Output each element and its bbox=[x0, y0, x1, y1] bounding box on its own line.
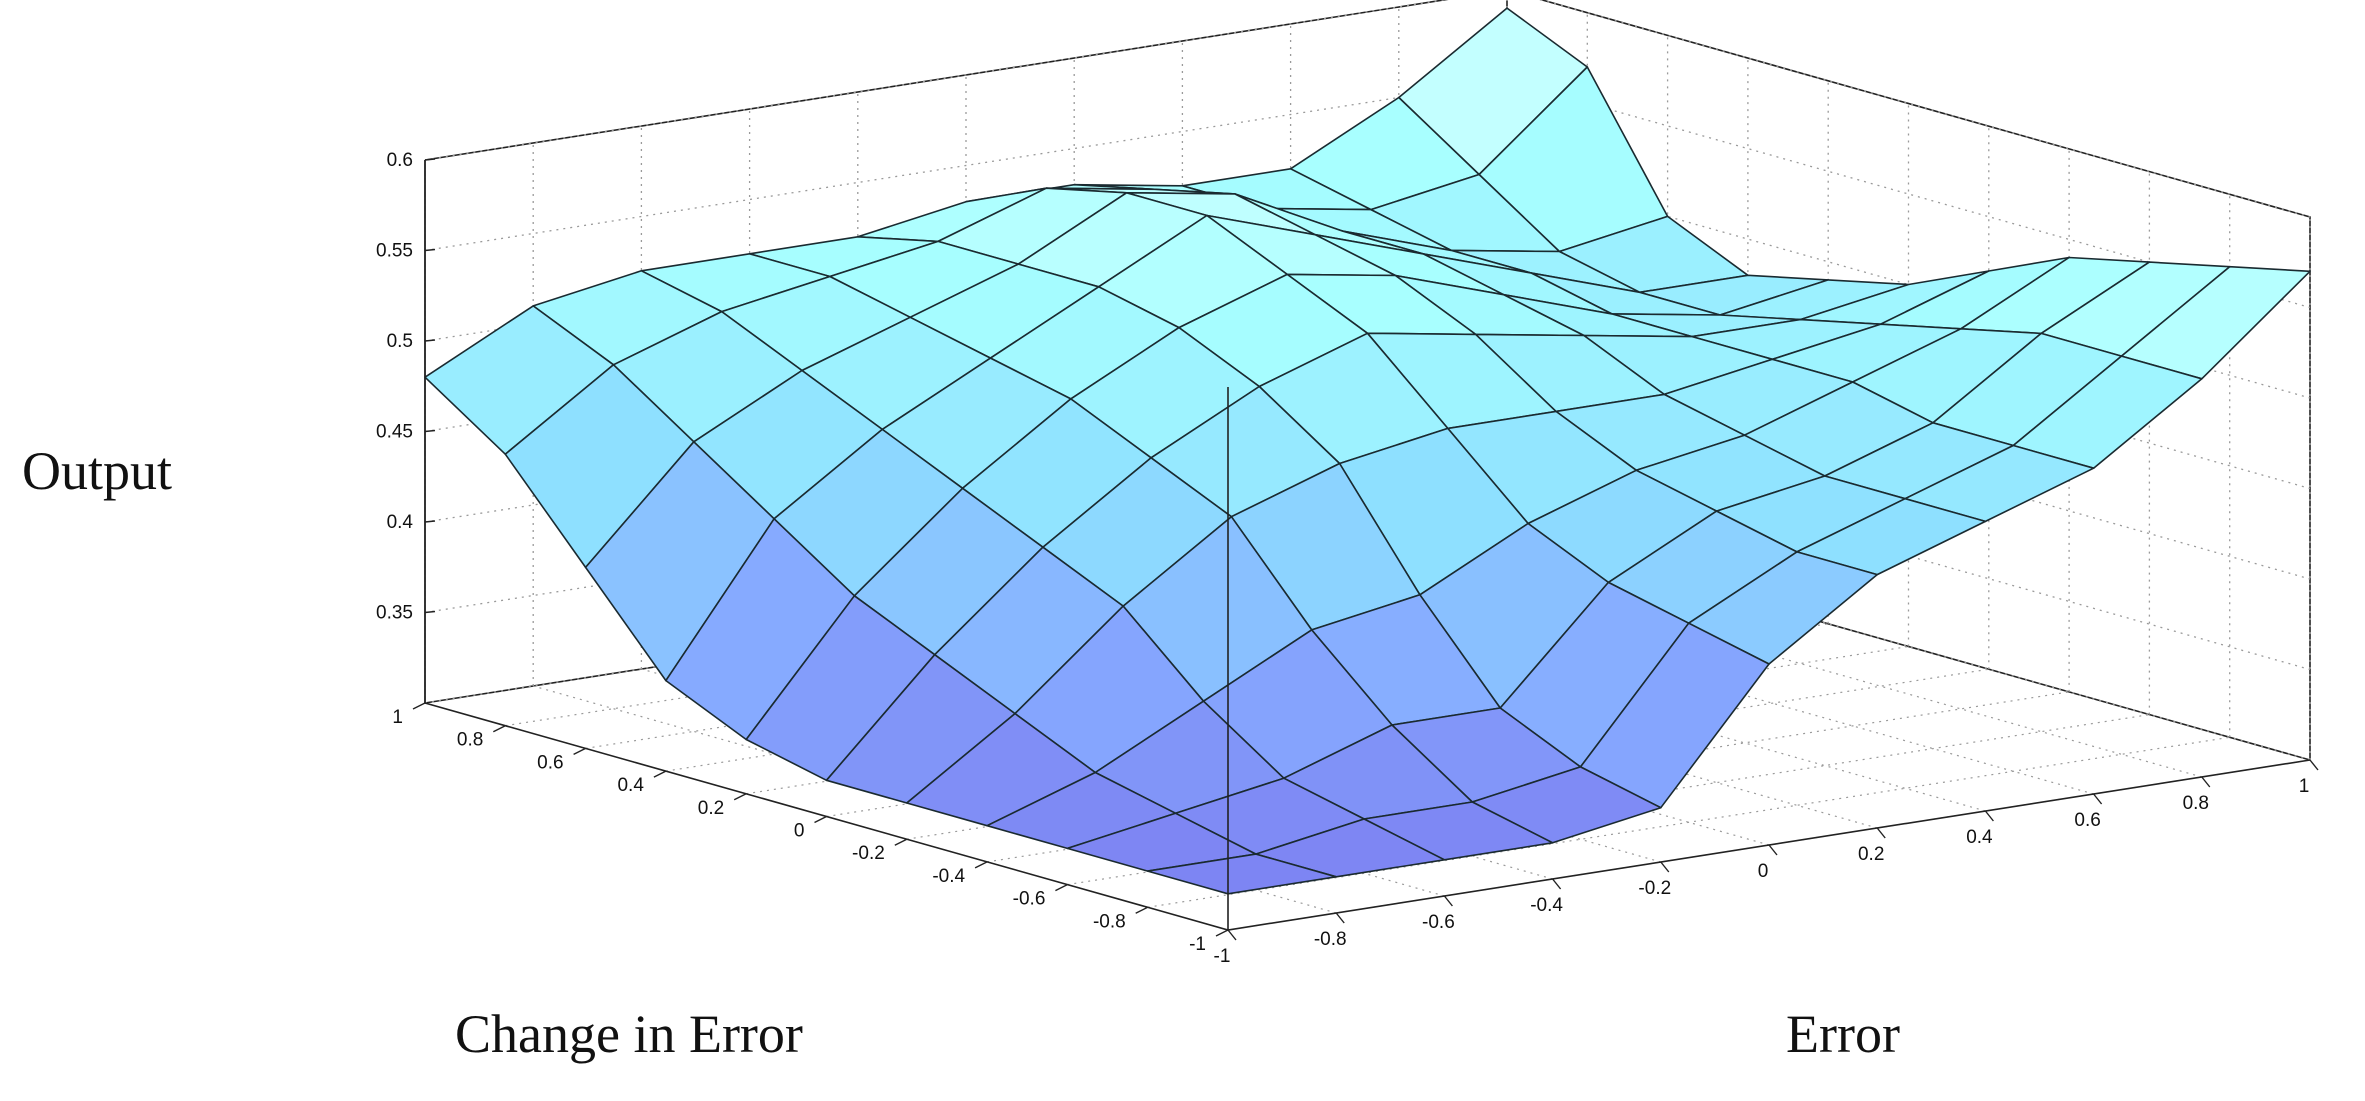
x-tick-label: -0.4 bbox=[1530, 895, 1563, 916]
x-tick-label: 0.2 bbox=[1858, 844, 1884, 865]
x-tick-mark bbox=[2093, 793, 2103, 805]
y-tick-label: -1 bbox=[1189, 934, 1206, 955]
y-tick-mark bbox=[974, 861, 988, 869]
z-tick-label: 0.6 bbox=[387, 150, 413, 171]
x-tick-label: 1 bbox=[2299, 776, 2310, 797]
x-tick-label: -1 bbox=[1214, 946, 1231, 967]
z-gridline bbox=[424, 79, 1508, 252]
z-tick-mark bbox=[424, 520, 436, 523]
y-tick-mark bbox=[894, 838, 908, 846]
x-tick-mark bbox=[1660, 861, 1670, 873]
z-tick-label: 0.45 bbox=[376, 422, 413, 443]
y-tick-mark bbox=[492, 725, 506, 733]
x-tick-mark bbox=[2309, 759, 2319, 771]
y-tick-mark bbox=[1055, 883, 1068, 892]
x-tick-label: 0 bbox=[1758, 861, 1769, 882]
x-tick-mark bbox=[2201, 776, 2211, 788]
surface-cell bbox=[1146, 853, 1337, 895]
z-tick-mark bbox=[424, 429, 436, 433]
y-gridline-floor bbox=[1147, 736, 2230, 908]
tick-labels: 0.35 0.4 0.45 0.5 0.55 0.6 -1 -0.8 -0.6 -0.4 -0.2 0… bbox=[376, 150, 2319, 967]
y-tick-mark bbox=[733, 793, 747, 801]
x-tick-mark bbox=[1335, 912, 1345, 924]
x-axis-label: Error bbox=[1786, 1004, 1900, 1064]
x-tick-mark bbox=[1227, 929, 1237, 941]
x-tick-label: -0.8 bbox=[1314, 929, 1347, 950]
y-tick-label: 0.6 bbox=[537, 752, 563, 773]
z-axis-label: Output bbox=[22, 441, 173, 501]
y-tick-mark bbox=[573, 747, 586, 756]
z-tick-mark bbox=[424, 158, 436, 161]
y-tick-mark bbox=[814, 815, 827, 824]
z-gridline bbox=[424, 0, 1448, 161]
y-tick-mark bbox=[1135, 906, 1149, 914]
y-axis-label: Change in Error bbox=[455, 1004, 803, 1064]
y-tick-label: 1 bbox=[392, 707, 403, 728]
x-tick-label: -0.6 bbox=[1422, 912, 1455, 933]
x-tick-mark bbox=[1984, 810, 1994, 822]
x-tick-mark bbox=[1552, 878, 1562, 890]
y-tick-mark bbox=[412, 702, 426, 710]
x-tick-mark bbox=[1876, 827, 1886, 839]
x-tick-label: 0.6 bbox=[2074, 810, 2100, 831]
y-tick-label: -0.4 bbox=[932, 866, 965, 887]
y-tick-label: 0.2 bbox=[698, 798, 724, 819]
z-tick-mark bbox=[424, 339, 436, 342]
x-tick-mark bbox=[1443, 895, 1453, 907]
z-tick-label: 0.4 bbox=[387, 512, 414, 533]
y-tick-label: 0.8 bbox=[457, 730, 483, 751]
y-tick-mark bbox=[653, 770, 667, 778]
y-tick-label: -0.8 bbox=[1093, 911, 1126, 932]
z-tick-mark bbox=[424, 248, 436, 252]
y-tick-label: 0.4 bbox=[617, 775, 644, 796]
z-tick-label: 0.35 bbox=[376, 603, 413, 624]
z-tick-label: 0.5 bbox=[387, 331, 413, 352]
x-tick-label: 0.4 bbox=[1966, 827, 1993, 848]
z-tick-label: 0.55 bbox=[376, 241, 413, 262]
surface-mesh bbox=[424, 7, 2311, 895]
x-tick-label: 0.8 bbox=[2183, 793, 2209, 814]
y-tick-mark bbox=[1215, 929, 1229, 937]
y-tick-label: -0.2 bbox=[852, 843, 885, 864]
z-tick-mark bbox=[424, 610, 436, 614]
x-tick-label: -0.2 bbox=[1638, 878, 1671, 899]
y-tick-label: 0 bbox=[794, 821, 805, 842]
y-tick-label: -0.6 bbox=[1013, 889, 1046, 910]
x-tick-mark bbox=[1768, 844, 1778, 856]
